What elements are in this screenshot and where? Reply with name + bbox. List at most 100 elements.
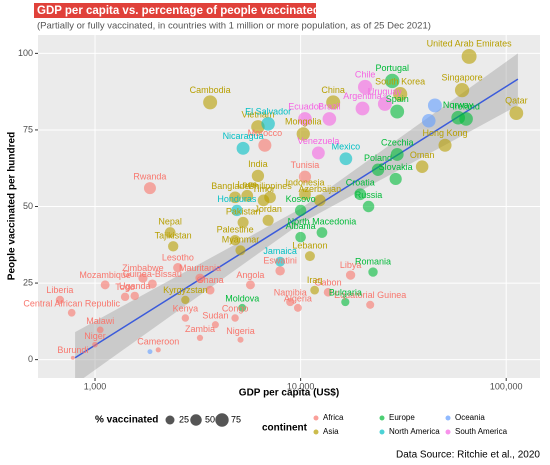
point-label: Argentina bbox=[343, 91, 382, 101]
title-highlight bbox=[34, 3, 316, 18]
point-label: Moldova bbox=[225, 293, 259, 303]
point bbox=[311, 146, 325, 160]
point-label: Brazil bbox=[318, 101, 341, 111]
point bbox=[326, 95, 341, 110]
point-label: Lesotho bbox=[162, 252, 194, 262]
point bbox=[96, 326, 104, 334]
point-label: Tunisia bbox=[291, 160, 320, 170]
point-label: Portugal bbox=[375, 63, 409, 73]
point-label: Nicaragua bbox=[223, 131, 264, 141]
point bbox=[261, 117, 275, 131]
point-label: Cameroon bbox=[137, 337, 179, 347]
point-label: Central African Republic bbox=[23, 298, 120, 308]
point-label: Liberia bbox=[46, 285, 73, 295]
point-label: Myanmar bbox=[222, 235, 260, 245]
point bbox=[195, 273, 205, 283]
point-label: Mexico bbox=[332, 142, 361, 152]
point bbox=[509, 106, 524, 120]
point bbox=[371, 163, 385, 176]
x-axis-label: GDP per capita (US$) bbox=[239, 388, 339, 399]
point-label: China bbox=[321, 85, 345, 95]
point bbox=[181, 295, 190, 305]
x-tick-label: 10,000 bbox=[287, 381, 315, 391]
point-label: Zimbabwe bbox=[122, 263, 164, 273]
point-label: India bbox=[248, 159, 268, 169]
point bbox=[138, 273, 148, 283]
point bbox=[354, 188, 367, 201]
y-tick-label: 0 bbox=[28, 354, 33, 364]
point bbox=[241, 189, 254, 202]
point bbox=[143, 182, 156, 195]
point bbox=[237, 216, 249, 228]
y-tick-label: 75 bbox=[23, 124, 33, 134]
point bbox=[377, 96, 392, 111]
point bbox=[310, 285, 319, 295]
point-label: Angola bbox=[236, 270, 264, 280]
point bbox=[298, 170, 312, 183]
point-label: Jordan bbox=[254, 204, 282, 214]
point-label: Qatar bbox=[505, 96, 528, 106]
x-tick-label: 100,000 bbox=[490, 381, 523, 391]
point-label: Algeria bbox=[284, 293, 312, 303]
point bbox=[286, 297, 295, 307]
point-label: Palestine bbox=[217, 224, 254, 234]
point-label: Libya bbox=[340, 260, 362, 270]
point-label: Slovakia bbox=[379, 162, 413, 172]
point-label: Namibia bbox=[274, 287, 307, 297]
point-label: Norway bbox=[443, 100, 474, 110]
point-label: Bangladesh bbox=[211, 181, 259, 191]
point-label: Philippines bbox=[248, 181, 292, 191]
point bbox=[130, 291, 139, 301]
point bbox=[164, 227, 176, 238]
point-label: Azerbaijan bbox=[299, 184, 342, 194]
point-label: Venezuela bbox=[297, 136, 339, 146]
size-legend-label: 75 bbox=[231, 414, 241, 424]
point-label: Equatorial Guinea bbox=[334, 290, 406, 300]
point bbox=[231, 204, 243, 217]
point-label: Iraq bbox=[307, 275, 323, 285]
point-label: Hong Kong bbox=[423, 128, 468, 138]
point bbox=[203, 95, 218, 110]
point bbox=[390, 148, 404, 161]
point-label: Chile bbox=[355, 69, 376, 79]
point bbox=[100, 280, 110, 290]
point bbox=[251, 169, 265, 183]
point-label: Pakistan bbox=[226, 206, 261, 216]
legend-label: North America bbox=[389, 427, 440, 436]
point-label: Jamaica bbox=[263, 246, 297, 256]
point bbox=[313, 194, 326, 207]
point bbox=[92, 341, 98, 348]
point bbox=[229, 191, 241, 204]
point bbox=[415, 160, 429, 173]
size-legend-title: % vaccinated bbox=[95, 415, 158, 426]
point bbox=[55, 295, 65, 305]
point bbox=[295, 231, 306, 243]
point bbox=[257, 194, 270, 207]
point-label: Guinea-Bissau bbox=[123, 269, 182, 279]
point-label: Eswatini bbox=[263, 255, 297, 265]
legend-key bbox=[379, 415, 385, 421]
point-label: Rwanda bbox=[133, 172, 166, 182]
point-label: Singapore bbox=[442, 72, 483, 82]
y-tick-label: 25 bbox=[23, 277, 33, 287]
chart-subtitle: (Partially or fully vaccinated, in count… bbox=[37, 21, 431, 32]
point-label: Nepal bbox=[158, 217, 182, 227]
point-label: Zambia bbox=[185, 324, 215, 334]
point-label: Honduras bbox=[217, 194, 257, 204]
point-label: El Salvador bbox=[245, 106, 291, 116]
legend-label: Oceania bbox=[455, 413, 485, 422]
size-legend-key bbox=[190, 414, 202, 426]
point-label: Vietnam bbox=[242, 110, 275, 120]
point-label: Spain bbox=[386, 94, 409, 104]
legend-key bbox=[379, 429, 385, 435]
y-tick-label: 100 bbox=[18, 48, 33, 58]
point-label: Malawi bbox=[86, 316, 114, 326]
point bbox=[322, 112, 337, 126]
point-label: Mozambique bbox=[79, 270, 131, 280]
point bbox=[168, 241, 179, 252]
point-label: Gabon bbox=[315, 277, 342, 287]
legend-key bbox=[313, 415, 319, 421]
caption: Data Source: Ritchie et al., 2020 bbox=[396, 450, 540, 461]
point bbox=[147, 349, 153, 355]
